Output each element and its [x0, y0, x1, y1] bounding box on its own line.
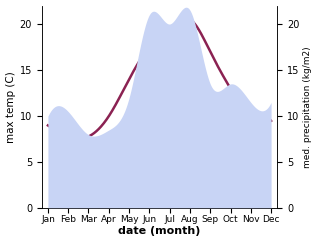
Y-axis label: max temp (C): max temp (C)	[5, 71, 16, 143]
X-axis label: date (month): date (month)	[118, 227, 201, 236]
Y-axis label: med. precipitation (kg/m2): med. precipitation (kg/m2)	[303, 46, 313, 168]
